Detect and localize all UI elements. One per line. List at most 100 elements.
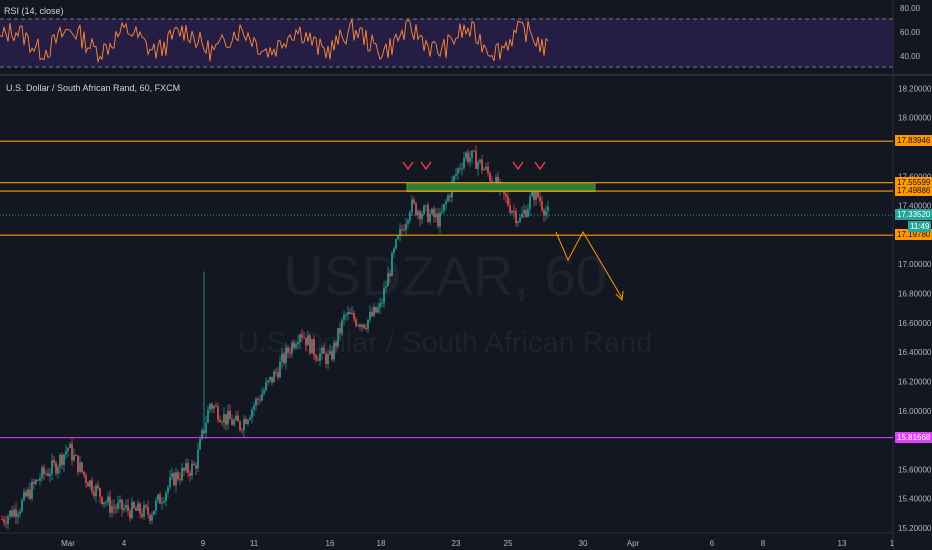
candle-body (445, 201, 447, 205)
candle-body (259, 399, 261, 401)
candle-body (389, 273, 391, 277)
candle-body (235, 415, 237, 421)
candle-body (397, 235, 399, 240)
candle-body (117, 502, 119, 509)
candle-body (185, 462, 187, 471)
candle-body (87, 482, 89, 487)
time-axis-tick: 11 (250, 539, 259, 548)
candle-body (67, 447, 69, 452)
candle-body (77, 455, 79, 472)
candle-body (543, 209, 545, 216)
candle-body (89, 480, 91, 487)
price-axis-tick: 16.20000 (898, 377, 932, 386)
candle-body (527, 208, 529, 217)
time-axis-tick: 18 (377, 539, 386, 548)
candle-body (69, 443, 71, 448)
candle-body (485, 166, 487, 170)
candle-body (309, 335, 311, 354)
candle-body (199, 438, 201, 450)
candle-body (517, 221, 519, 224)
candle-body (23, 491, 25, 501)
candle-body (109, 496, 111, 513)
candle-body (1, 519, 3, 521)
candle-body (295, 344, 297, 348)
candle-body (243, 418, 245, 431)
candle-body (13, 509, 15, 517)
candle-body (277, 372, 279, 378)
candle-body (145, 505, 147, 507)
candle-body (455, 173, 457, 176)
candle-body (341, 319, 343, 334)
candle-body (539, 197, 541, 202)
candle-body (11, 510, 13, 517)
price-axis-tick: 16.00000 (898, 407, 932, 416)
rsi-axis-label: 60.00 (900, 28, 921, 37)
candle-body (469, 157, 471, 162)
candle-body (83, 471, 85, 476)
candle-body (459, 168, 461, 170)
candle-body (477, 162, 479, 170)
candle-body (359, 324, 361, 327)
candle-body (327, 353, 329, 365)
candle-body (275, 371, 277, 373)
candle-body (205, 422, 207, 434)
candle-body (215, 406, 217, 407)
candle-body (51, 460, 53, 474)
candle-body (387, 273, 389, 287)
time-axis-tick: Apr (627, 539, 640, 548)
candle-body (119, 499, 121, 503)
candle-body (279, 361, 281, 378)
candle-body (301, 334, 303, 338)
candle-body (31, 481, 33, 499)
candle-body (75, 454, 77, 456)
candle-body (105, 502, 107, 504)
candle-body (29, 489, 31, 499)
candle-body (311, 338, 313, 354)
candle-body (103, 502, 105, 504)
candle-body (37, 479, 39, 481)
candle-body (385, 286, 387, 289)
candle-body (245, 418, 247, 424)
price-axis-tick: 15.20000 (898, 524, 932, 533)
price-level-label: 17.49886 (895, 185, 932, 197)
time-axis-tick: 6 (710, 539, 715, 548)
candle-body (481, 159, 483, 171)
candle-body (153, 510, 155, 515)
watermark-symbol: USDZAR, 60 (283, 244, 607, 307)
candle-body (57, 467, 59, 474)
candle-body (443, 204, 445, 212)
price-level-label: 15.81668 (895, 431, 932, 443)
candle-body (85, 475, 87, 483)
candle-body (129, 510, 131, 519)
candle-body (273, 371, 275, 383)
candle-body (231, 419, 233, 425)
candle-body (519, 217, 521, 222)
time-axis-tick: 8 (761, 539, 766, 548)
candle-body (471, 150, 473, 158)
candle-body (307, 335, 309, 346)
price-axis-tick: 15.60000 (898, 465, 932, 474)
candle-body (79, 462, 81, 472)
candle-body (201, 430, 203, 439)
candle-body (473, 150, 475, 152)
candle-body (507, 196, 509, 206)
candle-body (93, 491, 95, 496)
candle-body (457, 168, 459, 174)
candle-body (101, 496, 103, 504)
candle-body (209, 404, 211, 410)
resistance-zone (406, 182, 596, 193)
candle-body (269, 376, 271, 381)
projection-arrowhead (615, 290, 624, 302)
candle-body (123, 508, 125, 510)
candle-body (61, 454, 63, 465)
candle-body (317, 359, 319, 361)
candle-body (415, 202, 417, 216)
candle-body (15, 509, 17, 517)
candle-body (475, 151, 477, 170)
rsi-band (0, 19, 893, 67)
candle-body (355, 319, 357, 326)
candle-body (155, 500, 157, 511)
candle-body (33, 481, 35, 484)
candle-body (25, 491, 27, 497)
